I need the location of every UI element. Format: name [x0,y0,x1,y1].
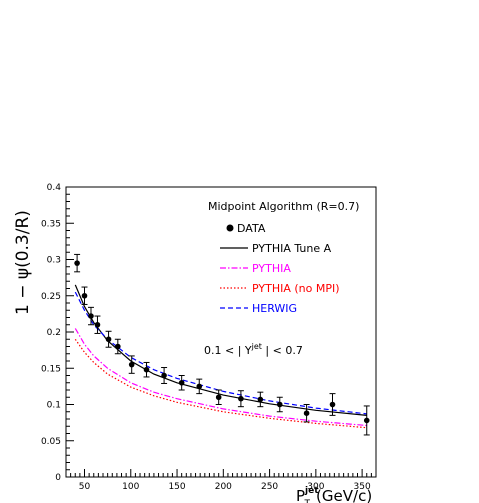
y-tick-label: 0.15 [41,364,61,374]
data-marker [115,343,121,350]
data-point [81,286,88,305]
legend-label: HERWIG [252,302,297,315]
x-axis-label: PjetT(GeV/c) [296,486,372,503]
data-marker [215,394,222,401]
data-marker [81,292,88,299]
legend-item: HERWIG [220,302,297,315]
legend-label: PYTHIA (no MPI) [252,282,340,295]
y-tick-label: 0 [55,473,61,483]
x-tick-label: 250 [261,482,278,492]
x-tick-label: 350 [354,482,371,492]
x-tick-label: 300 [307,482,324,492]
data-point [303,404,310,423]
legend-item: PYTHIA Tune A [220,242,332,255]
data-point [329,393,336,416]
y-axis-label: 1 − ψ(0.3/R) [13,210,33,315]
data-point [178,375,185,391]
x-tick-label: 50 [79,482,91,492]
data-marker [178,379,185,386]
y-tick-label: 0.1 [47,401,61,411]
data-marker [238,395,244,402]
curve-pythia [74,328,367,427]
x-tick-label: 200 [215,482,232,492]
legend-item: PYTHIA [220,262,291,275]
y-tick-label: 0.3 [47,256,61,266]
data-marker [94,321,101,328]
legend-label: PYTHIA [252,262,291,275]
plot-frame [65,186,377,478]
data-marker [196,383,203,390]
data-point [257,391,264,408]
legend-marker [226,224,234,232]
data-point [105,330,112,348]
data-marker [303,410,310,417]
data-marker [88,313,94,319]
data-points [74,253,370,436]
y-tick-label: 0.2 [47,328,61,338]
data-point [94,315,101,334]
data-point [161,367,168,384]
curve-pythia-no-mpi [74,338,367,429]
y-tick-label: 0.25 [41,292,61,302]
data-point [363,405,370,436]
data-marker [128,361,135,368]
data-marker [161,372,167,379]
legend-item: PYTHIA (no MPI) [220,282,340,295]
annotation-algorithm: Midpoint Algorithm (R=0.7) [208,200,359,213]
legend-item: DATA [226,222,266,235]
data-marker [257,396,264,403]
legend-label: DATA [237,222,266,235]
data-point [276,396,283,413]
y-tick-label: 0.05 [41,437,61,447]
legend: DATA PYTHIA Tune A PYTHIA PYTHIA (no MPI) HE… [220,222,340,315]
legend-label: PYTHIA Tune A [252,242,332,255]
data-point [196,378,203,395]
axes: 0 0.05 0.1 0.15 0.2 0.25 0.3 0.35 0.4 50 100 150 200… [41,183,372,492]
y-tick-label: 0.35 [41,219,61,229]
data-point [128,355,135,374]
data-point [143,361,150,378]
data-point [114,338,121,355]
data-point [87,306,94,326]
data-point [237,390,244,408]
data-marker [276,401,283,408]
data-point [215,389,222,405]
x-tick-label: 100 [122,482,139,492]
annotation-rapidity: 0.1 < | Yjet | < 0.7 [204,342,303,357]
data-marker [74,260,80,266]
data-marker [329,401,336,408]
data-point [74,253,81,273]
y-tick-label: 0.4 [47,183,62,193]
x-tick-label: 150 [168,482,185,492]
curve-herwig [74,291,367,415]
data-marker [363,417,370,424]
data-marker [143,366,150,373]
data-marker [105,336,112,343]
